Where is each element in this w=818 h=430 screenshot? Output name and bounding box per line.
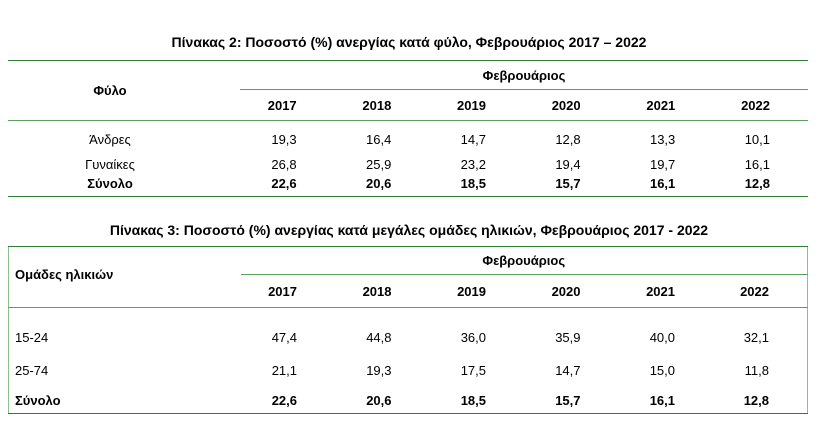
cell-value: 11,8 xyxy=(744,362,769,378)
cell-value: 32,1 xyxy=(743,329,769,345)
cell-value: 19,3 xyxy=(366,362,392,378)
cell-value: 12,8 xyxy=(744,176,770,192)
cell-value: 40,0 xyxy=(649,329,675,345)
table-row: Σύνολο 22,6 20,6 18,5 15,7 16,1 12,8 xyxy=(8,378,808,414)
table3-year: 2019 xyxy=(457,283,486,299)
cell-value: 44,8 xyxy=(366,329,392,345)
cell-value: 22,6 xyxy=(271,176,297,192)
cell-value: 15,7 xyxy=(555,176,581,192)
cell-value: 36,0 xyxy=(460,329,486,345)
table2-year: 2021 xyxy=(646,97,676,113)
cell-value: 15,0 xyxy=(649,362,675,378)
row-label: Γυναίκες xyxy=(85,156,135,172)
cell-value: 15,7 xyxy=(555,392,581,408)
cell-value: 47,4 xyxy=(271,329,297,345)
cell-value: 14,7 xyxy=(555,362,581,378)
cell-value: 35,9 xyxy=(555,329,581,345)
cell-value: 16,1 xyxy=(649,176,676,192)
cell-value: 12,8 xyxy=(555,131,581,147)
cell-value: 19,4 xyxy=(555,156,581,172)
cell-value: 22,6 xyxy=(271,392,297,408)
table-row: Σύνολο 22,6 20,6 18,5 15,7 16,1 12,8 xyxy=(8,172,808,197)
table-row: Άνδρες 19,3 16,4 14,7 12,8 13,3 10,1 xyxy=(8,121,808,147)
cell-value: 20,6 xyxy=(366,176,392,192)
row-label: Άνδρες xyxy=(89,131,131,147)
table3-year: 2018 xyxy=(362,283,392,299)
cell-value: 21,1 xyxy=(271,362,297,378)
row-label: 15-24 xyxy=(15,329,49,345)
cell-value: 26,8 xyxy=(271,156,297,172)
cell-value: 13,3 xyxy=(649,131,676,147)
row-label: Σύνολο xyxy=(15,392,61,408)
cell-value: 10,1 xyxy=(744,131,770,147)
table3: Ομάδες ηλικιών Φεβρουάριος 2017 2018 201… xyxy=(8,246,808,414)
table3-year: 2021 xyxy=(646,283,675,299)
table2-year: 2018 xyxy=(362,97,392,113)
cell-value: 14,7 xyxy=(460,131,486,147)
table2-row-header: Φύλο xyxy=(8,60,240,121)
table2-year: 2020 xyxy=(551,97,581,113)
table2-year: 2017 xyxy=(267,97,297,113)
table2-title: Πίνακας 2: Ποσοστό (%) ανεργίας κατά φύλ… xyxy=(171,34,647,50)
cell-value: 18,5 xyxy=(460,176,486,192)
cell-value: 19,3 xyxy=(271,131,297,147)
cell-value: 16,4 xyxy=(366,131,392,147)
row-label: Σύνολο xyxy=(87,176,133,192)
table3-row-header: Ομάδες ηλικιών xyxy=(15,267,114,282)
table3-year: 2017 xyxy=(268,283,297,299)
table-row: 25-74 21,1 19,3 17,5 14,7 15,0 11,8 xyxy=(9,345,808,378)
cell-value: 12,8 xyxy=(743,392,769,408)
table3-year: 2020 xyxy=(551,283,581,299)
table-row: 15-24 47,4 44,8 36,0 35,9 40,0 32,1 xyxy=(9,311,808,345)
cell-value: 20,6 xyxy=(366,392,392,408)
table2-group-header: Φεβρουάριος xyxy=(240,60,808,90)
cell-value: 25,9 xyxy=(366,156,392,172)
table2-year: 2019 xyxy=(457,97,486,113)
cell-value: 23,2 xyxy=(460,156,486,172)
row-label: 25-74 xyxy=(15,362,49,378)
table2-year: 2022 xyxy=(741,97,770,113)
cell-value: 16,1 xyxy=(744,156,770,172)
table2: Φύλο Φεβρουάριος 2017 2018 2019 2020 202… xyxy=(8,60,808,197)
table3-group-header: Φεβρουάριος xyxy=(240,246,808,275)
table3-year: 2022 xyxy=(740,283,769,299)
cell-value: 17,5 xyxy=(460,362,486,378)
cell-value: 18,5 xyxy=(460,392,486,408)
cell-value: 19,7 xyxy=(649,156,676,172)
table-row: Γυναίκες 26,8 25,9 23,2 19,4 19,7 16,1 xyxy=(8,147,808,172)
table3-title: Πίνακας 3: Ποσοστό (%) ανεργίας κατά μεγ… xyxy=(109,222,709,238)
cell-value: 16,1 xyxy=(649,392,675,408)
